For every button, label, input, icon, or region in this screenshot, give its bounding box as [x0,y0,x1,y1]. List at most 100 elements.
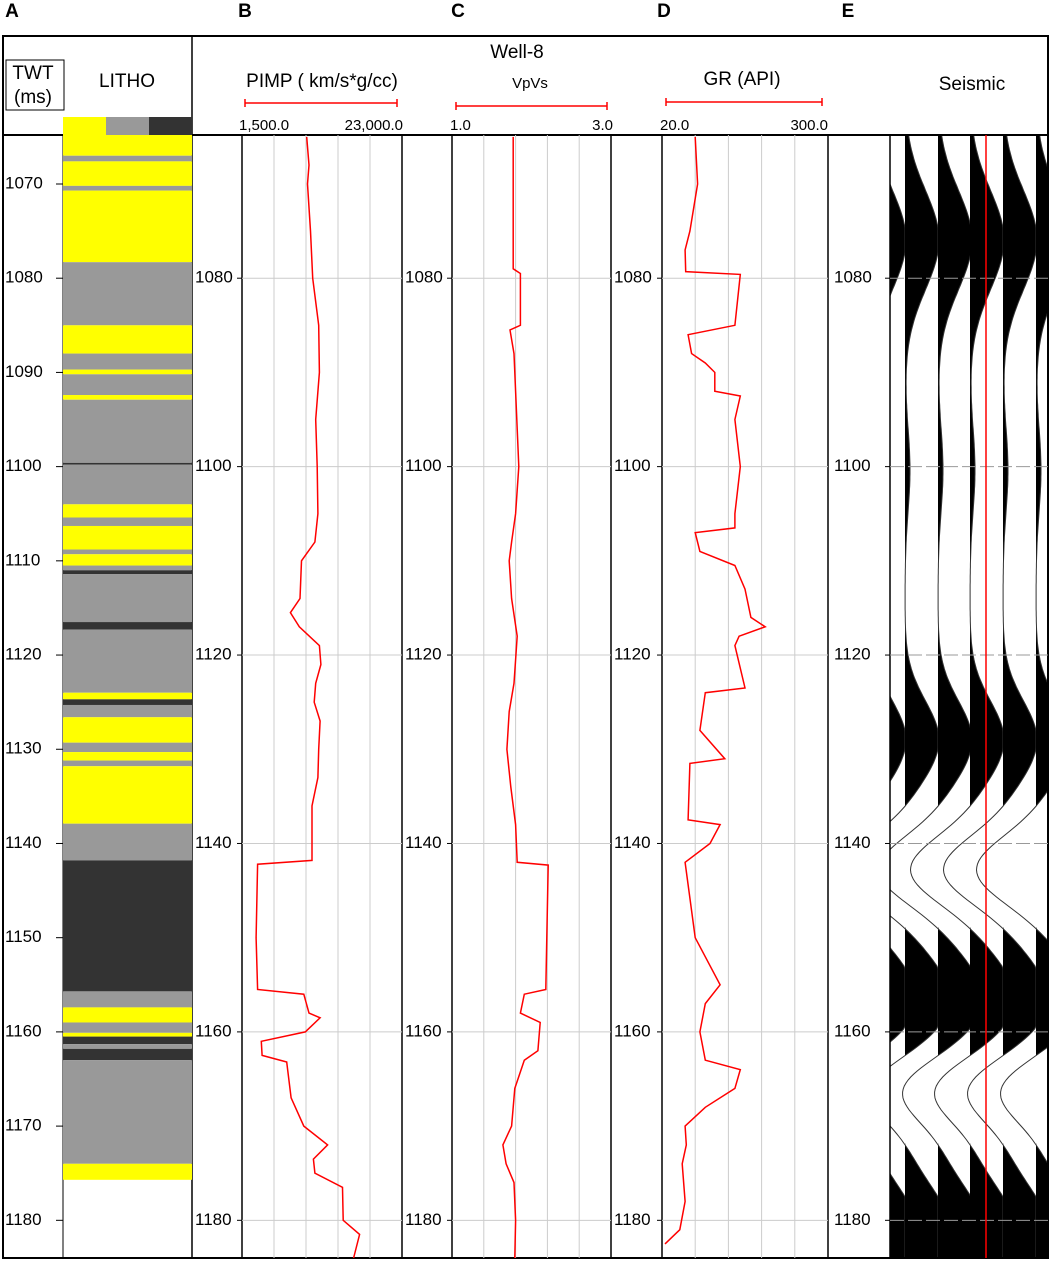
litho-interval [63,570,192,575]
panel-label: E [842,1,855,22]
litho-interval [63,1060,192,1164]
scale-label: 20.0 [660,117,689,134]
y-tick-label: 1140 [195,833,232,852]
y-tick-label: 1180 [405,1210,442,1229]
y-tick-label: 1120 [834,645,871,664]
log-curve [502,136,549,1259]
y-tick-label: 1160 [834,1021,871,1040]
log-curve [255,136,361,1259]
scale-label: 1,500.0 [239,117,289,134]
litho-interval [63,262,192,326]
litho-interval [63,185,192,191]
litho-interval [63,135,192,156]
litho-interval [63,525,192,550]
litho-interval [63,1032,192,1037]
litho-interval [63,629,192,693]
litho-interval [63,565,192,571]
seismic-fill [938,135,971,1258]
seismic-trace [975,135,1048,1165]
y-tick-label: 1080 [834,268,872,287]
litho-interval [63,574,192,623]
litho-interval [63,704,192,718]
y-tick-label: 1140 [5,833,42,852]
y-tick-label: 1180 [195,1210,232,1229]
seismic-fill [890,184,905,1258]
litho-interval [63,1036,192,1045]
litho-interval [63,374,192,396]
seismic-section [890,135,1048,1258]
litho-interval [63,766,192,824]
seismic-trace [890,135,972,1257]
y-tick-label: 1160 [614,1021,651,1040]
litho-interval [63,464,192,505]
litho-interval [63,504,192,518]
y-tick-label: 1160 [405,1021,442,1040]
litho-swatch [106,117,149,135]
y-tick-label: 1170 [5,1116,42,1135]
litho-interval [63,369,192,375]
y-tick-label: 1080 [195,268,233,287]
axis-label: (ms) [14,87,52,108]
axis-label-box [5,59,65,111]
track-title: PIMP ( km/s*g/cc) [246,71,398,92]
litho-interval [63,1044,192,1049]
y-tick-label: 1080 [5,268,43,287]
seismic-trace [942,135,1037,1257]
litho-interval [63,549,192,555]
track-title: GR (API) [703,69,780,90]
litho-interval [63,1048,192,1061]
litho-interval [63,692,192,700]
litho-interval [63,462,192,465]
log-curve [664,136,767,1245]
litho-interval [63,190,192,263]
litho-interval [63,155,192,162]
seismic-trace [890,182,906,1257]
y-tick-label: 1080 [614,268,652,287]
panel-label: A [5,1,19,22]
y-tick-label: 1150 [5,927,42,946]
seismic-fill [1003,135,1036,1258]
y-tick-label: 1100 [195,456,232,475]
litho-interval [63,517,192,526]
seismic-trace [890,135,939,1257]
y-tick-label: 1160 [5,1021,42,1040]
litho-interval [63,399,192,463]
scale-label: 1.0 [450,117,471,134]
litho-interval [63,742,192,753]
axis-label: TWT [12,63,54,84]
panel-label: D [657,1,671,22]
y-tick-label: 1140 [405,833,442,852]
y-tick-label: 1160 [195,1021,232,1040]
litho-swatch [149,117,192,135]
y-tick-label: 1120 [405,645,442,664]
litho-interval [63,760,192,767]
y-tick-label: 1120 [195,645,232,664]
track-title: LITHO [99,71,155,92]
litho-swatch [63,117,106,135]
litho-interval [63,622,192,630]
litho-interval [63,554,192,566]
scale-label: 300.0 [790,117,828,134]
y-tick-label: 1080 [405,268,443,287]
y-tick-label: 1100 [405,456,442,475]
litho-interval [63,823,192,861]
seismic-fill [1036,135,1048,1258]
y-tick-label: 1100 [614,456,651,475]
panel-label: C [451,1,465,22]
litho-interval [63,752,192,761]
seismic-trace [909,135,1004,1257]
y-tick-label: 1180 [5,1210,42,1229]
y-tick-label: 1140 [834,833,871,852]
litho-interval [63,1163,192,1180]
y-tick-label: 1070 [5,173,43,192]
y-tick-label: 1120 [614,645,651,664]
litho-interval [63,161,192,186]
track-title: Seismic [939,74,1006,95]
litho-interval [63,860,192,992]
y-tick-label: 1180 [834,1210,871,1229]
y-tick-label: 1140 [614,833,651,852]
frame [2,35,1049,1259]
scale-label: 3.0 [592,117,613,134]
litho-interval [63,699,192,705]
